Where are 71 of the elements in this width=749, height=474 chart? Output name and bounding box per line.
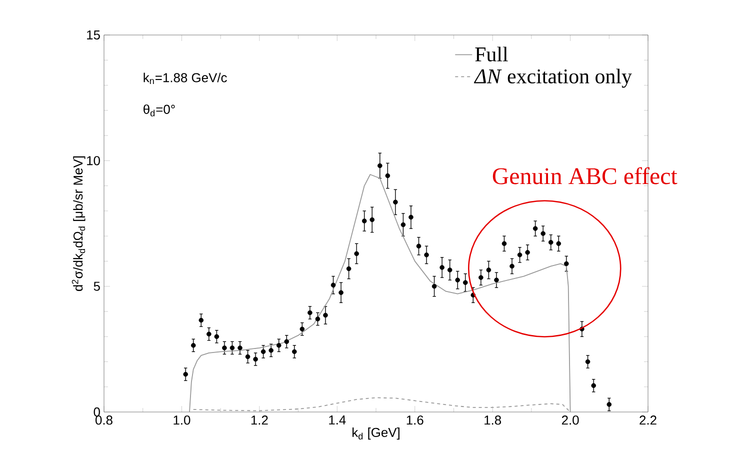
point: [190, 342, 196, 348]
point: [253, 356, 258, 362]
point: [315, 316, 320, 322]
point: [455, 278, 460, 282]
point: [564, 261, 569, 266]
point: [238, 346, 242, 350]
point: [424, 252, 429, 258]
point: [362, 218, 367, 224]
point: [532, 226, 538, 231]
point: [447, 268, 452, 272]
point: [440, 265, 444, 270]
point: [284, 339, 290, 344]
point: [591, 383, 596, 388]
point: [585, 359, 590, 364]
point: [214, 334, 220, 339]
point: [540, 231, 546, 236]
point: [276, 342, 282, 348]
point: [502, 241, 507, 246]
point: [400, 222, 406, 228]
point: [416, 244, 422, 249]
y-axis-title: d$^{2}$σ/dk$_{d}$dΩ$_{d}$ [μb/sr MeV]: [72, 156, 86, 291]
x-tick-label: 1.6: [406, 416, 424, 425]
point: [206, 332, 212, 336]
annotation: θ$_{d}$=0°: [144, 104, 175, 116]
point: [183, 372, 188, 377]
point: [330, 282, 336, 288]
point: [245, 354, 250, 360]
point: [370, 217, 375, 222]
point: [323, 312, 328, 318]
x-tick-label: 1.0: [174, 416, 190, 425]
point: [408, 214, 414, 220]
point: [556, 241, 562, 246]
x-axis-title: k$_{d}$ [GeV]: [352, 428, 400, 440]
point: [354, 251, 359, 256]
point: [308, 310, 312, 316]
x-tick-label: 0.8: [96, 416, 112, 425]
point: [222, 346, 227, 350]
point: [300, 326, 305, 332]
point: [494, 278, 499, 282]
point: [548, 240, 554, 245]
y-tick-label: 5: [94, 282, 100, 291]
x-tick-label: 2.0: [562, 416, 579, 425]
point: [432, 284, 437, 289]
legend-label: Full: [475, 46, 508, 62]
x-tick-label: 1.8: [484, 416, 502, 425]
point: [377, 163, 382, 168]
point: [525, 250, 530, 255]
y-tick-label: 10: [87, 156, 100, 166]
point: [517, 252, 522, 258]
annotation: Genuin ABC effect: [492, 167, 678, 184]
y-tick-label: 0: [94, 407, 100, 417]
x-tick-label: 2.2: [640, 416, 656, 425]
point: [510, 264, 514, 269]
point: [346, 266, 352, 272]
point: [230, 346, 235, 350]
point: [462, 280, 468, 285]
point: [606, 402, 612, 407]
y-tick-label: 15: [87, 30, 100, 40]
point: [338, 290, 344, 296]
point: [268, 348, 274, 353]
point: [393, 200, 398, 205]
point: [385, 173, 390, 178]
point: [486, 268, 492, 272]
point: [292, 349, 297, 354]
point: [478, 275, 484, 280]
point: [198, 318, 204, 323]
legend-label: ΔN excitation only: [474, 68, 632, 88]
x-tick-label: 1.4: [329, 416, 346, 424]
annotation: k$_{n}$=1.88 GeV/c: [144, 72, 227, 84]
x-tick-label: 1.2: [251, 416, 268, 425]
point: [260, 349, 266, 354]
